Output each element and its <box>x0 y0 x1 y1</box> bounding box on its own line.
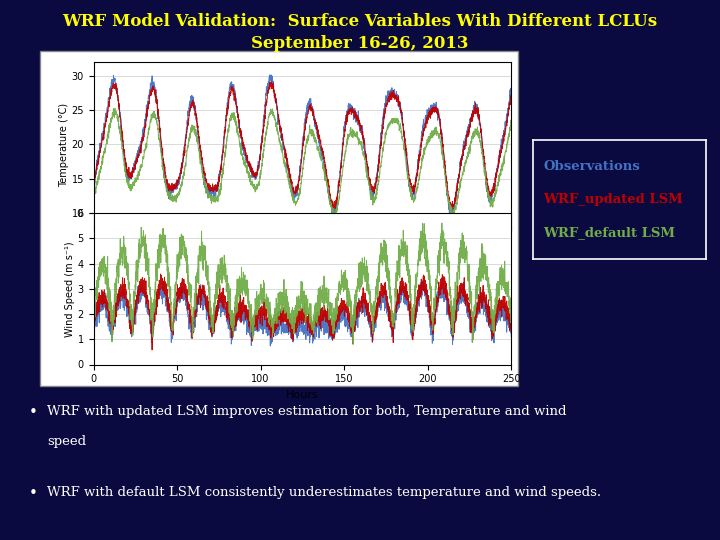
Text: WRF with default LSM consistently underestimates temperature and wind speeds.: WRF with default LSM consistently undere… <box>47 486 601 499</box>
Text: WRF_default LSM: WRF_default LSM <box>543 226 675 239</box>
X-axis label: Hours: Hours <box>286 390 319 400</box>
X-axis label: Hours: Hours <box>288 237 317 247</box>
Y-axis label: Temperature (°C): Temperature (°C) <box>58 103 68 186</box>
Text: WRF Model Validation:  Surface Variables With Different LCLUs: WRF Model Validation: Surface Variables … <box>63 14 657 30</box>
Text: •: • <box>29 486 37 501</box>
Text: WRF with updated LSM improves estimation for both, Temperature and wind: WRF with updated LSM improves estimation… <box>47 405 567 418</box>
Text: •: • <box>29 405 37 420</box>
Text: speed: speed <box>47 435 86 448</box>
Text: WRF_updated LSM: WRF_updated LSM <box>543 193 683 206</box>
Y-axis label: Wind Speed (m s⁻¹): Wind Speed (m s⁻¹) <box>65 241 75 336</box>
Text: September 16-26, 2013: September 16-26, 2013 <box>251 35 469 52</box>
Text: Observations: Observations <box>543 160 640 173</box>
